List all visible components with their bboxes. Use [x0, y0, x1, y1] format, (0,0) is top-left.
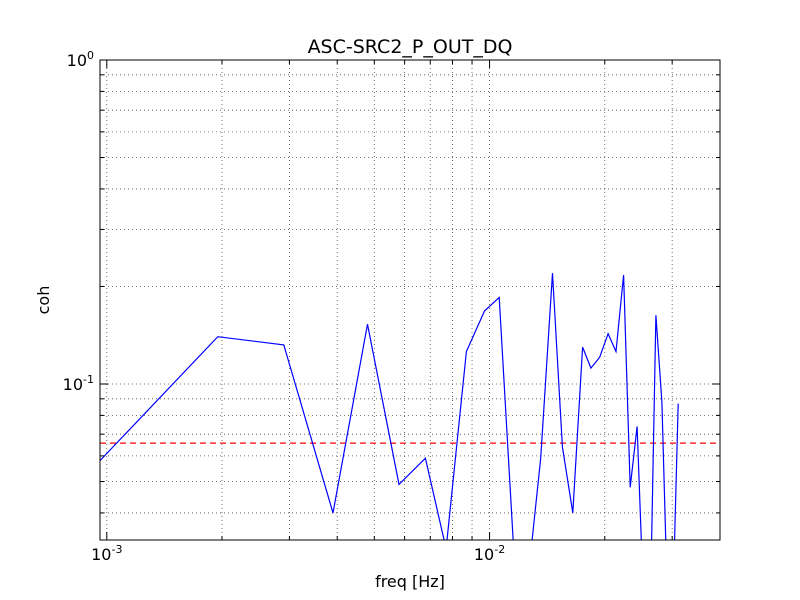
x-tick-label: 10-3: [91, 543, 122, 564]
tick-labels: 10-3 10-2 10-1 100: [63, 49, 506, 564]
series-layer: [100, 273, 720, 540]
y-tick-label: 100: [67, 49, 94, 70]
x-axis-label: freq [Hz]: [375, 572, 445, 591]
plot-frame: [99, 59, 721, 541]
gridlines: [100, 59, 721, 540]
coherence-series-line: [100, 273, 679, 540]
ticks: [100, 59, 721, 540]
y-tick-label: 10-1: [63, 373, 94, 394]
x-tick-label: 10-2: [474, 543, 505, 564]
y-axis-label: coh: [34, 286, 53, 315]
plot-area: [100, 60, 720, 540]
chart-title: ASC-SRC2_P_OUT_DQ: [308, 36, 513, 58]
